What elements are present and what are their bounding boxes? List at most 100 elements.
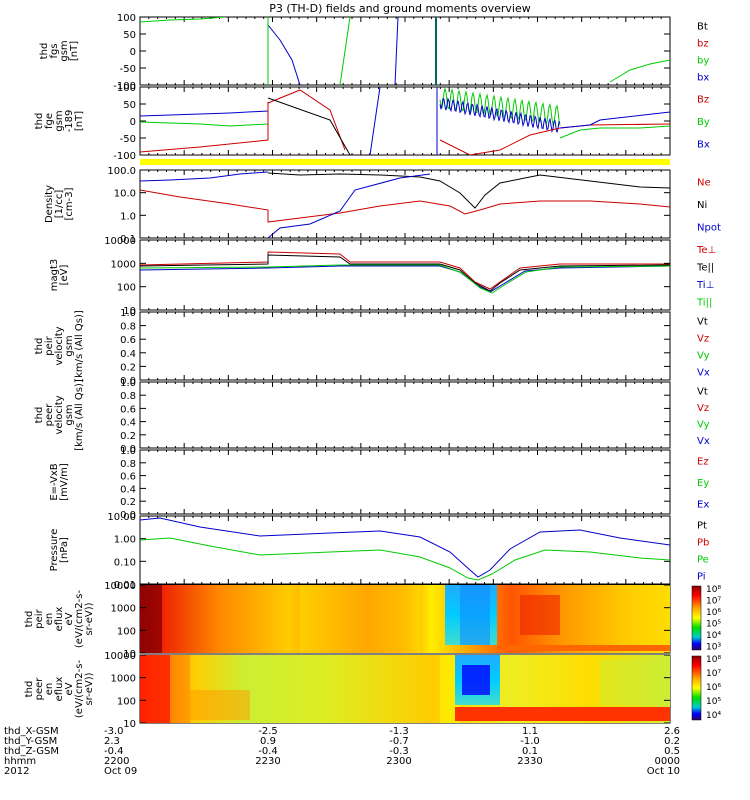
x-axis-value: Oct 10 bbox=[647, 766, 680, 777]
x-axis-value: -3.0 bbox=[104, 726, 124, 737]
y-tick-label-peer_velocity: 1.0 bbox=[120, 378, 136, 389]
peer-spectrogram bbox=[140, 655, 670, 723]
y-label-density: [cm-3] bbox=[64, 187, 75, 220]
y-tick-label-pressure: 0.10 bbox=[114, 557, 136, 568]
x-axis-value: -0.3 bbox=[389, 746, 409, 757]
y-tick-label-density: 0.1 bbox=[120, 234, 136, 245]
y-label-fge: [nT] bbox=[74, 111, 85, 131]
curve-pi bbox=[140, 517, 670, 578]
colorbar-tick-peer: 10⁶ bbox=[706, 683, 721, 693]
y-tick-label-density: 100.0 bbox=[107, 166, 136, 177]
x-axis-value: -0.7 bbox=[389, 736, 409, 747]
legend-temperature-Te⊥: Te⊥ bbox=[696, 245, 716, 256]
y-label-peir_velocity: peir bbox=[44, 335, 55, 355]
legend-pressure-Pi: Pi bbox=[697, 572, 706, 583]
legend-peir_velocity-Vx: Vx bbox=[697, 368, 710, 379]
y-tick-label-e_field: 0.8 bbox=[120, 459, 136, 470]
y-label-temperature: magt3 bbox=[49, 259, 60, 292]
y-tick-label-peer_velocity: 0.8 bbox=[120, 391, 136, 402]
x-axis-value: Oct 09 bbox=[104, 766, 137, 777]
y-label-peir_velocity: velocity bbox=[54, 326, 65, 365]
panel-frame-peir_velocity bbox=[139, 311, 671, 381]
data-gap-bar bbox=[140, 159, 670, 165]
y-label-peir_velocity: gsm bbox=[64, 335, 75, 356]
y-label-peer_spectrogram: thd bbox=[24, 681, 35, 698]
curve-fge-bt bbox=[267, 97, 351, 155]
y-tick-label-temperature: 10 bbox=[123, 306, 136, 317]
curve-fgs-by-late bbox=[609, 59, 670, 83]
panel-frame-density bbox=[139, 169, 671, 239]
legend-fge-Bx: Bx bbox=[697, 140, 710, 151]
curve-pe bbox=[140, 537, 670, 581]
y-tick-label-peir_spectrogram: 10 bbox=[123, 649, 136, 660]
y-label-peir_spectrogram: eV bbox=[64, 612, 75, 625]
y-tick-label-e_field: 0.6 bbox=[120, 472, 136, 483]
y-label-peir_spectrogram: eflux bbox=[54, 607, 65, 632]
legend-fgs-bz: bz bbox=[697, 39, 709, 50]
x-axis-value: 2200 bbox=[104, 756, 129, 767]
y-label-peir_spectrogram: (eV/(cm2-s- bbox=[74, 590, 85, 649]
curve-fge-bx-jumps bbox=[369, 87, 438, 155]
curve-fge-bx bbox=[140, 102, 269, 117]
legend-fge-Bz: Bz bbox=[697, 94, 709, 105]
curve-fge-bz-late bbox=[439, 123, 670, 155]
x-axis-value: -0.4 bbox=[258, 746, 278, 757]
x-axis-row-label: thd_Z-GSM bbox=[4, 746, 59, 757]
legend-fgs-by: by bbox=[697, 56, 709, 67]
y-label-e_field: [mV/m] bbox=[59, 463, 70, 501]
curve-fge-by-late bbox=[559, 125, 670, 139]
y-label-density: Density bbox=[44, 185, 55, 223]
figure-title: P3 (TH-D) fields and ground moments over… bbox=[269, 2, 531, 15]
y-label-fge: thd bbox=[34, 113, 45, 130]
y-tick-label-pressure: 1.00 bbox=[114, 535, 136, 546]
y-tick-label-fge: 0 bbox=[130, 117, 136, 128]
y-tick-label-e_field: 1.0 bbox=[120, 446, 136, 457]
y-tick-label-peer_spectrogram: 10 bbox=[123, 719, 136, 730]
y-tick-label-e_field: 0.0 bbox=[120, 510, 136, 521]
legend-e_field-Ez: Ez bbox=[697, 457, 709, 468]
legends: Bt bz by bx Bz By Bx Ne Ni Npot Te⊥ Te|| Ti⊥ Ti|| Vt Vz… bbox=[696, 22, 721, 583]
legend-peer_velocity-Vz: Vz bbox=[697, 403, 709, 414]
legend-e_field-Ex: Ex bbox=[697, 499, 709, 510]
y-label-peer_spectrogram: eV bbox=[64, 682, 75, 695]
legend-peir_velocity-Vy: Vy bbox=[697, 351, 710, 362]
y-tick-label-peir_velocity: 0.4 bbox=[120, 349, 136, 360]
y-tick-label-e_field: 0.2 bbox=[120, 497, 136, 508]
curve-npot bbox=[267, 173, 431, 238]
y-tick-label-fge: 100 bbox=[117, 83, 136, 94]
legend-fgs-bx: bx bbox=[697, 73, 709, 84]
x-axis-row-label: thd_X-GSM bbox=[4, 726, 59, 737]
colorbar-tick-peer: 10⁵ bbox=[706, 697, 721, 707]
x-axis: thd_X-GSM -3.0 -2.5 -1.3 1.1 2.6 thd_Y-GSM 2.3 0… bbox=[4, 726, 680, 777]
x-axis-value: 0000 bbox=[655, 756, 680, 767]
x-axis-value: 1.1 bbox=[522, 726, 538, 737]
curve-fgs-by-jump bbox=[339, 17, 351, 85]
curve-fge-by bbox=[140, 121, 269, 127]
y-tick-label-peir_spectrogram: 1000 bbox=[111, 604, 136, 615]
legend-density-Ni: Ni bbox=[697, 200, 707, 211]
curve-ne bbox=[140, 189, 670, 223]
y-label-e_field: E=-VxB bbox=[49, 463, 60, 500]
y-label-peer_spectrogram: eflux bbox=[54, 677, 65, 702]
y-label-peer_velocity: peer bbox=[44, 403, 55, 427]
y-label-peir_velocity: [km/s (All Qs)] bbox=[74, 310, 85, 382]
y-label-fge: gsm bbox=[54, 110, 65, 131]
x-axis-value: 0.5 bbox=[664, 746, 680, 757]
y-label-peir_spectrogram: sr-eV)) bbox=[84, 602, 95, 635]
x-axis-value: -0.4 bbox=[104, 746, 124, 757]
y-tick-label-peir_velocity: 0.2 bbox=[120, 362, 136, 373]
curve-ti-perp bbox=[140, 265, 670, 293]
curve-fgs-by bbox=[140, 17, 226, 23]
y-label-peer_spectrogram: peer bbox=[34, 677, 45, 701]
y-tick-label-temperature: 10000 bbox=[104, 236, 136, 247]
legend-pressure-Pt: Pt bbox=[697, 521, 707, 532]
x-axis-row-label: hhmm bbox=[4, 756, 36, 767]
legend-density-Ne: Ne bbox=[697, 177, 711, 188]
y-tick-label-density: 10.0 bbox=[114, 189, 136, 200]
panel-frame-pressure bbox=[139, 515, 671, 585]
y-label-peer_spectrogram: (eV/(cm2-s- bbox=[74, 660, 85, 719]
y-label-peer_velocity: velocity bbox=[54, 395, 65, 434]
colorbar-tick-peir: 10⁸ bbox=[706, 585, 721, 595]
